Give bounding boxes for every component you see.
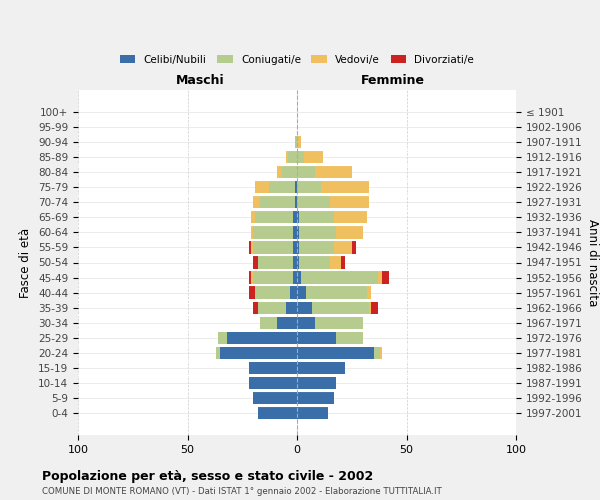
Bar [281, 166, 297, 178]
Bar [352, 242, 356, 254]
Bar [297, 136, 301, 148]
Bar [297, 151, 304, 163]
Bar [277, 166, 281, 178]
Y-axis label: Anni di nascita: Anni di nascita [586, 219, 599, 306]
Text: COMUNE DI MONTE ROMANO (VT) - Dati ISTAT 1° gennaio 2002 - Elaborazione TUTTITAL: COMUNE DI MONTE ROMANO (VT) - Dati ISTAT… [42, 488, 442, 496]
Bar [297, 377, 337, 389]
Bar [299, 242, 334, 254]
Bar [293, 242, 297, 254]
Bar [341, 256, 345, 268]
Bar [293, 211, 297, 224]
Bar [314, 166, 352, 178]
Bar [297, 346, 374, 359]
Bar [251, 226, 253, 238]
Bar [293, 256, 297, 268]
Bar [337, 332, 363, 344]
Bar [297, 166, 314, 178]
Bar [297, 242, 299, 254]
Bar [297, 407, 328, 420]
Bar [253, 272, 293, 283]
Bar [297, 332, 337, 344]
Bar [249, 286, 256, 299]
Bar [380, 346, 382, 359]
Bar [253, 242, 293, 254]
Bar [334, 211, 367, 224]
Bar [260, 316, 277, 329]
Bar [293, 272, 297, 283]
Text: Maschi: Maschi [176, 74, 225, 86]
Bar [293, 226, 297, 238]
Bar [286, 302, 297, 314]
Bar [297, 302, 313, 314]
Bar [295, 181, 297, 194]
Bar [297, 286, 306, 299]
Bar [297, 226, 299, 238]
Bar [249, 242, 251, 254]
Bar [290, 286, 297, 299]
Bar [297, 272, 301, 283]
Bar [218, 332, 227, 344]
Bar [297, 211, 299, 224]
Bar [227, 332, 297, 344]
Legend: Celibi/Nubili, Coniugati/e, Vedovi/e, Divorziati/e: Celibi/Nubili, Coniugati/e, Vedovi/e, Di… [116, 50, 478, 68]
Bar [337, 226, 363, 238]
Bar [297, 362, 345, 374]
Bar [297, 316, 314, 329]
Bar [277, 316, 297, 329]
Bar [249, 272, 251, 283]
Bar [249, 377, 297, 389]
Bar [257, 256, 293, 268]
Bar [260, 196, 295, 208]
Bar [304, 151, 323, 163]
Bar [257, 407, 297, 420]
Text: Popolazione per età, sesso e stato civile - 2002: Popolazione per età, sesso e stato civil… [42, 470, 373, 483]
Bar [313, 302, 369, 314]
Bar [253, 302, 257, 314]
Bar [299, 226, 337, 238]
Bar [330, 196, 369, 208]
Text: Femmine: Femmine [361, 74, 425, 86]
Bar [251, 242, 253, 254]
Bar [269, 181, 295, 194]
Bar [378, 272, 382, 283]
Bar [297, 181, 321, 194]
Bar [382, 272, 389, 283]
Bar [256, 286, 290, 299]
Bar [253, 392, 297, 404]
Bar [257, 302, 286, 314]
Bar [321, 181, 369, 194]
Bar [253, 226, 293, 238]
Bar [299, 211, 334, 224]
Bar [220, 346, 297, 359]
Bar [314, 316, 362, 329]
Bar [371, 302, 378, 314]
Bar [253, 196, 260, 208]
Bar [295, 196, 297, 208]
Bar [297, 196, 330, 208]
Bar [297, 256, 299, 268]
Bar [295, 136, 297, 148]
Bar [297, 392, 334, 404]
Bar [374, 346, 380, 359]
Bar [288, 151, 297, 163]
Bar [330, 256, 341, 268]
Bar [216, 346, 220, 359]
Bar [299, 256, 330, 268]
Bar [306, 286, 367, 299]
Bar [286, 151, 288, 163]
Bar [253, 256, 257, 268]
Bar [256, 211, 293, 224]
Y-axis label: Fasce di età: Fasce di età [19, 228, 32, 298]
Bar [334, 242, 352, 254]
Bar [301, 272, 378, 283]
Bar [251, 272, 253, 283]
Bar [249, 362, 297, 374]
Bar [369, 302, 371, 314]
Bar [256, 181, 269, 194]
Bar [251, 211, 256, 224]
Bar [367, 286, 371, 299]
